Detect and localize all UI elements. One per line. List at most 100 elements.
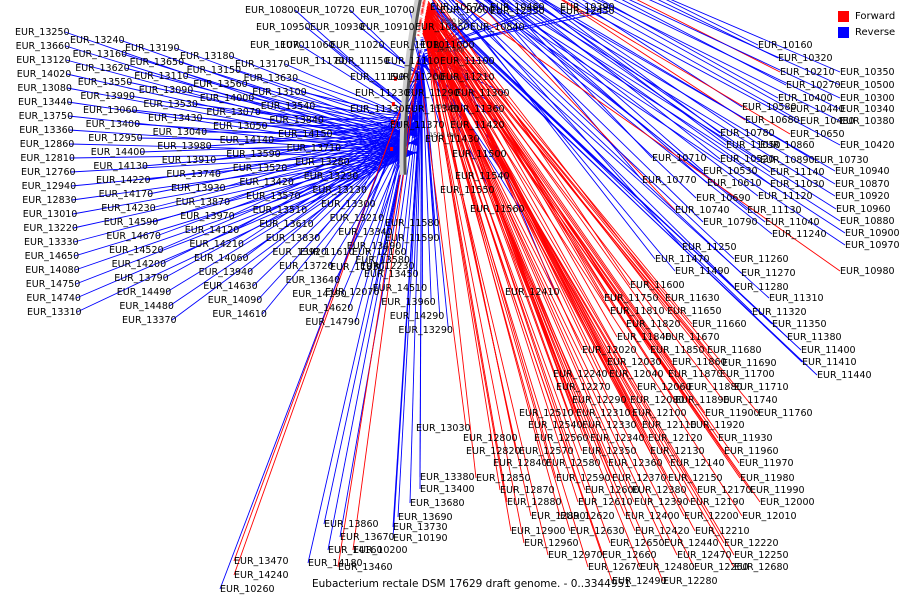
label-connector — [233, 55, 421, 576]
gene-label: EUR_12230 — [360, 261, 415, 272]
label-connector — [424, 18, 740, 464]
gene-label: EUR_12350 — [582, 446, 637, 457]
gene-label: EUR_14220 — [96, 175, 151, 186]
label-connector — [249, 97, 418, 128]
reverse-feature-arrow — [412, 114, 418, 116]
gene-label: EUR_11580 — [385, 218, 440, 229]
reverse-feature-arrow — [416, 66, 422, 68]
label-connector — [424, 22, 698, 491]
gene-label: EUR_13090 — [139, 85, 194, 96]
gene-label: EUR_14240 — [234, 570, 289, 581]
gene-label: EUR_12190 — [690, 497, 745, 508]
gene-label: EUR_10480 — [800, 116, 855, 127]
label-connector — [169, 137, 418, 307]
label-connector — [171, 137, 418, 321]
gene-label: EUR_12550 — [490, 6, 545, 17]
gene-label: EUR_13550 — [78, 77, 133, 88]
label-connector — [418, 61, 467, 429]
reverse-feature-arrow — [414, 84, 420, 86]
legend-swatch-reverse — [838, 26, 849, 38]
forward-feature-arrow — [421, 2, 426, 4]
gene-label: EUR_13230 — [304, 171, 359, 182]
gene-label: EUR_12000 — [760, 497, 815, 508]
gene-label: EUR_12570 — [519, 446, 574, 457]
reverse-feature-arrow — [413, 101, 418, 103]
backbone-arc — [403, 0, 422, 175]
label-connector — [560, 0, 746, 121]
gene-label: EUR_11740 — [723, 395, 778, 406]
forward-feature-arrow — [422, 0, 427, 2]
gene-label: EUR_13240 — [70, 35, 125, 46]
gene-label: EUR_13050 — [213, 121, 268, 132]
gene-label: EUR_13110 — [134, 71, 189, 82]
gene-label: EUR_13520 — [233, 163, 288, 174]
gene-label: EUR_12680 — [734, 562, 789, 573]
gene-label: EUR_12870 — [500, 485, 555, 496]
reverse-feature-arrow — [415, 69, 421, 71]
label-connector — [70, 152, 418, 159]
reverse-feature-arrow — [416, 61, 422, 63]
forward-feature-arrow — [422, 1, 426, 3]
gene-label: EUR_12020 — [582, 345, 637, 356]
label-connector — [422, 29, 735, 556]
reverse-feature-arrow — [411, 122, 417, 123]
gene-label: EUR_12140 — [670, 458, 725, 469]
gene-label: EUR_13630 — [244, 73, 299, 84]
legend-swatch-forward — [838, 10, 849, 22]
gene-label: EUR_12580 — [546, 458, 601, 469]
outer-feature-marker — [390, 147, 394, 151]
label-connector — [529, 0, 761, 161]
label-connector — [158, 139, 418, 251]
gene-label: EUR_10570 — [430, 2, 485, 13]
reverse-feature-arrow — [418, 50, 424, 52]
gene-label: EUR_13870 — [176, 197, 231, 208]
forward-feature-arrow — [416, 35, 421, 37]
gene-label: EUR_14490 — [117, 287, 172, 298]
gene-label: EUR_12420 — [635, 526, 690, 537]
gene-label: EUR_11810 — [610, 306, 665, 317]
label-connector — [202, 131, 418, 134]
forward-feature-arrow — [421, 6, 425, 8]
gene-label: EUR_11900 — [705, 408, 760, 419]
label-connector — [657, 0, 779, 59]
gene-label: EUR_13790 — [114, 273, 169, 284]
forward-feature-arrow — [420, 12, 424, 14]
gene-label: EUR_10460 — [490, 2, 545, 13]
label-connector — [327, 56, 424, 551]
reverse-feature-arrow — [417, 59, 422, 61]
reverse-feature-arrow — [416, 66, 422, 68]
label-connector — [454, 0, 841, 272]
gene-label: EUR_13360 — [19, 125, 74, 136]
label-connector — [648, 0, 841, 86]
gene-label: EUR_14400 — [91, 147, 146, 158]
gene-label: EUR_11410 — [802, 357, 857, 368]
gene-label: EUR_10720 — [300, 5, 355, 16]
forward-feature-arrow — [420, 8, 425, 10]
forward-feature-arrow — [419, 17, 423, 19]
label-connector — [488, 0, 748, 211]
position-tick-label: 1350 kbp — [436, 46, 464, 53]
gene-label: EUR_13680 — [410, 498, 465, 509]
gene-label: EUR_14670 — [106, 231, 161, 242]
forward-feature-arrow — [417, 27, 422, 29]
label-connector — [166, 138, 418, 293]
gene-label: EUR_10840 — [470, 22, 525, 33]
gene-label: EUR_13540 — [261, 101, 316, 112]
forward-feature-arrow — [419, 14, 424, 16]
forward-feature-arrow — [418, 22, 423, 24]
gene-label: EUR_14180 — [308, 558, 363, 569]
gene-label: EUR_10870 — [835, 179, 890, 190]
gene-label: EUR_11340 — [405, 104, 460, 115]
label-connector — [438, 0, 770, 299]
label-connector — [423, 27, 512, 532]
gene-label: EUR_13330 — [24, 237, 79, 248]
label-connector — [163, 138, 418, 279]
gene-label: EUR_11550 — [440, 185, 495, 196]
gene-label: EUR_10380 — [840, 116, 895, 127]
gene-label: EUR_12840 — [493, 458, 548, 469]
reverse-feature-arrow — [411, 134, 417, 135]
gene-labels: EUR_10390EUR_10460EUR_10570EUR_10600EUR_… — [15, 2, 900, 595]
gene-label: EUR_12110 — [642, 420, 697, 431]
gene-label: EUR_14190 — [292, 289, 347, 300]
gene-label: EUR_10350 — [840, 67, 895, 78]
